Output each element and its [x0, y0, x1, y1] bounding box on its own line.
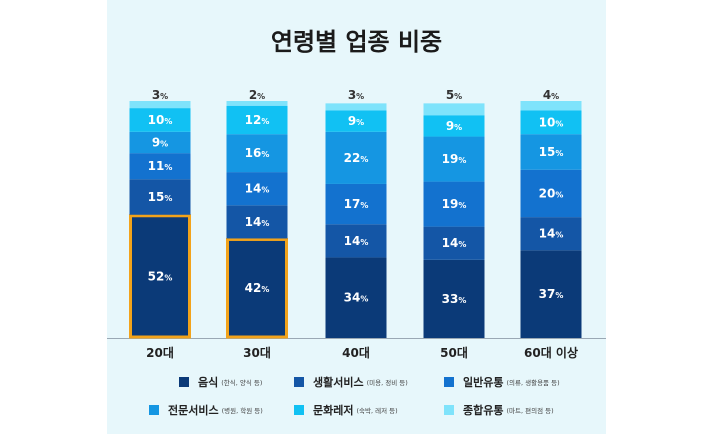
bar-segment	[520, 217, 582, 251]
data-label: 10%	[148, 113, 173, 127]
chart-panel: 연령별 업종 비중 52% 15% 11% 9% 10% 3% 20대 42% 14% 14% 16%…	[107, 0, 606, 434]
category-label: 60대 이상	[524, 345, 578, 360]
bar-segment	[423, 136, 485, 182]
data-label: 14%	[442, 236, 467, 250]
data-label: 14%	[344, 234, 369, 248]
legend-note: (마트, 편의점 등)	[506, 407, 554, 415]
data-label: 19%	[442, 152, 467, 166]
legend: 음식 (한식, 양식 등) 생활서비스 (미용, 정비 등) 일반유통 (의류,…	[107, 364, 606, 424]
legend-label: 문화레저	[313, 404, 354, 417]
data-label: 12%	[245, 113, 270, 127]
legend-swatch	[149, 405, 159, 415]
legend-note: (미용, 정비 등)	[366, 379, 408, 387]
bar-segment	[520, 110, 582, 135]
legend-label: 전문서비스	[168, 404, 219, 417]
data-label: 3%	[152, 88, 168, 102]
category-label: 50대	[440, 346, 468, 360]
legend-swatch	[294, 377, 304, 387]
category-label: 40대	[342, 346, 370, 360]
data-label: 37%	[539, 287, 564, 301]
stacked-bar-chart: 연령별 업종 비중 52% 15% 11% 9% 10% 3% 20대 42% 14% 14% 16%…	[107, 28, 606, 360]
legend-label: 음식	[198, 376, 219, 389]
legend-label: 일반유통	[463, 376, 504, 389]
data-label: 14%	[539, 227, 564, 241]
bar-segment	[520, 134, 582, 170]
bar-segment	[325, 224, 387, 258]
data-label: 2%	[249, 88, 265, 102]
legend-note: (의류, 생활용품 등)	[506, 379, 560, 387]
bar-segment	[226, 172, 288, 206]
bar-segment	[423, 115, 485, 137]
bar-segment	[129, 101, 191, 109]
data-label: 3%	[348, 88, 364, 102]
bar-segment	[129, 214, 191, 338]
data-label: 17%	[344, 197, 369, 211]
category-label: 20대	[146, 346, 174, 360]
data-label: 11%	[148, 159, 173, 173]
highlight-frame	[226, 237, 288, 339]
legend-label: 종합유통	[463, 404, 504, 417]
legend-swatch	[444, 377, 454, 387]
data-label: 19%	[442, 197, 467, 211]
data-label: 9%	[152, 135, 168, 149]
chart-title: 연령별 업종 비중	[271, 28, 442, 56]
legend-note: (한식, 양식 등)	[221, 379, 263, 387]
data-label: 4%	[543, 88, 559, 102]
legend-item: 음식 (한식, 양식 등)	[179, 374, 262, 390]
data-label: 9%	[348, 114, 364, 128]
data-label: 22%	[344, 151, 369, 165]
data-label: 9%	[446, 119, 462, 133]
bar-segment	[226, 205, 288, 239]
data-label: 14%	[245, 215, 270, 229]
bar-segment	[423, 259, 485, 338]
bar-segment	[325, 183, 387, 225]
legend-item: 일반유통 (의류, 생활용품 등)	[444, 374, 560, 390]
legend-item: 종합유통 (마트, 편의점 등)	[444, 402, 554, 418]
bar-segment	[520, 169, 582, 218]
bar-segment	[129, 108, 191, 132]
legend-label: 생활서비스	[313, 376, 364, 389]
legend-note: (병원, 학원 등)	[221, 407, 263, 415]
data-label: 15%	[148, 190, 173, 204]
data-label: 33%	[442, 292, 467, 306]
data-label: 20%	[539, 186, 564, 200]
bar-segment	[423, 103, 485, 116]
bar-segment	[325, 110, 387, 132]
data-label: 10%	[539, 115, 564, 129]
data-label: 16%	[245, 146, 270, 160]
category-label: 30대	[243, 346, 271, 360]
highlight-frame	[129, 214, 191, 339]
data-label: 15%	[539, 145, 564, 159]
legend-item: 전문서비스 (병원, 학원 등)	[149, 402, 263, 418]
data-label: 14%	[245, 182, 270, 196]
data-label: 5%	[446, 88, 462, 102]
data-label: 34%	[344, 291, 369, 305]
data-label: 42%	[245, 281, 270, 295]
bar-segment	[325, 131, 387, 184]
bar-segment	[129, 153, 191, 180]
legend-note: (숙박, 레저 등)	[356, 407, 398, 415]
bar-segment	[423, 181, 485, 227]
bar-segment	[129, 131, 191, 154]
bar-segment	[423, 226, 485, 260]
bar-segment	[520, 101, 582, 111]
legend-swatch	[294, 405, 304, 415]
bar-segment	[226, 238, 288, 338]
legend-swatch	[444, 405, 454, 415]
legend-item: 생활서비스 (미용, 정비 등)	[294, 374, 408, 390]
bar-segment	[325, 257, 387, 338]
bar-segment	[226, 105, 288, 135]
bar-segment	[520, 250, 582, 338]
data-label: 52%	[148, 269, 173, 283]
legend-item: 문화레저 (숙박, 레저 등)	[294, 402, 398, 418]
bar-segment	[129, 179, 191, 215]
legend-swatch	[179, 377, 189, 387]
bar-segment	[226, 134, 288, 173]
bar-segment	[226, 101, 288, 106]
bar-segment	[325, 103, 387, 111]
